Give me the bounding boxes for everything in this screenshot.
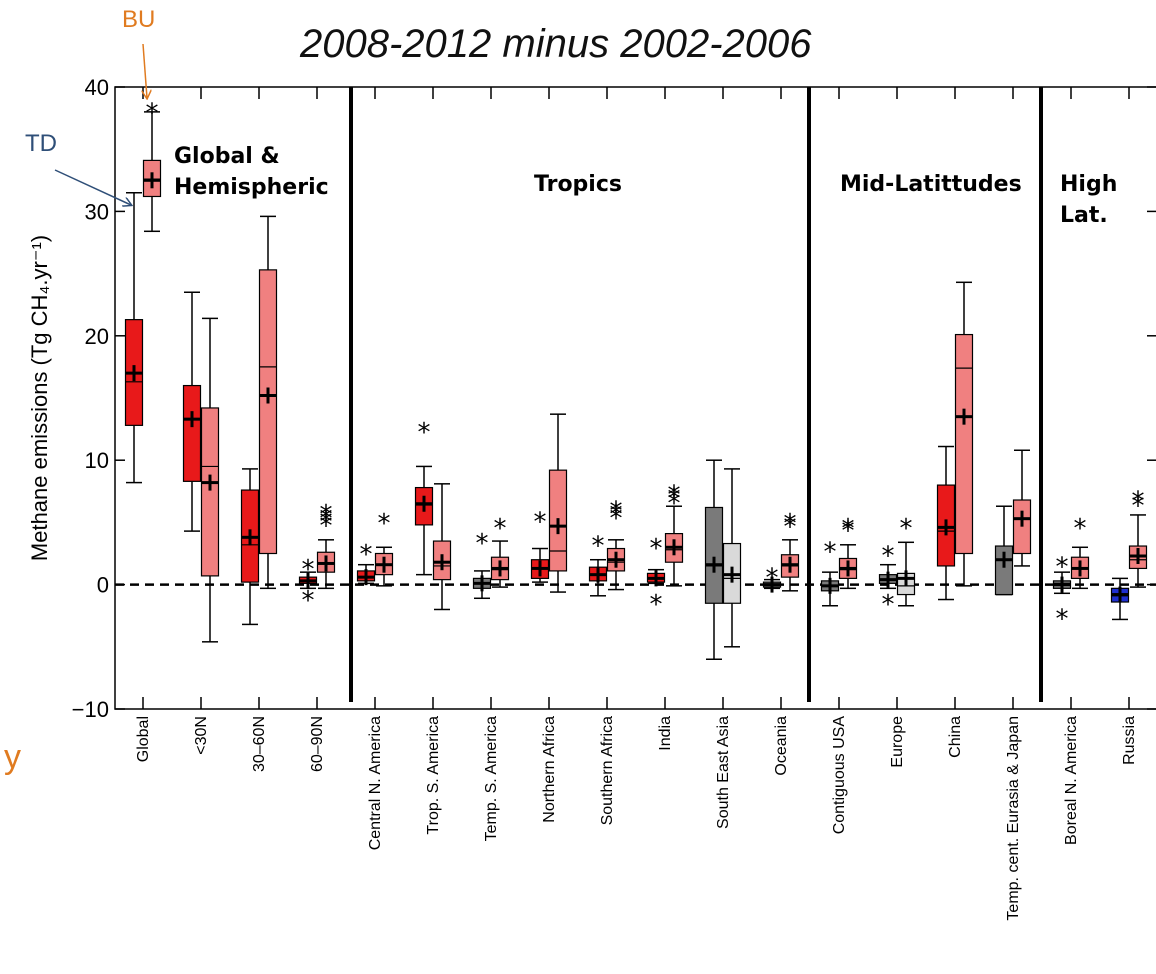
outlier-BU-9-1: * <box>668 484 681 514</box>
stray-character: y <box>4 738 21 776</box>
outlier-TD-4-0: * <box>360 540 373 570</box>
outlier-BU-8-1: * <box>610 500 623 530</box>
region-label-tropics-line1: Tropics <box>534 172 622 197</box>
box-BU-1 <box>200 407 220 577</box>
y-tick-label-3: 20 <box>85 324 109 349</box>
outlier-BU-8-2: * <box>610 496 623 526</box>
outlier-BU-9-2: * <box>668 480 681 510</box>
x-tick-label-1: <30N <box>193 716 210 755</box>
region-label-high-line1: High <box>1060 172 1118 197</box>
region-label-global-line2: Hemispheric <box>174 175 329 200</box>
x-tick-label-10: South East Asia <box>715 716 732 829</box>
bu-annotation: BU <box>122 6 156 33</box>
outlier-TD-16-0: * <box>1056 552 1069 582</box>
x-tick-label-16: Boreal N. America <box>1063 716 1080 845</box>
outlier-BU-4-0: * <box>378 509 391 539</box>
x-tick-label-17: Russia <box>1121 716 1138 765</box>
y-tick-label-5: 40 <box>85 75 109 100</box>
region-label-global: Global & Hemispheric <box>174 141 329 203</box>
x-tick-label-14: China <box>947 716 964 758</box>
x-tick-label-6: Temp. S. America <box>483 716 500 841</box>
y-tick-label-4: 30 <box>85 199 109 224</box>
outlier-TD-13-1: * <box>882 590 895 620</box>
plot-layer: −10 0 10 20 30 40 Global <30N 30–60N 60–90N Centra… <box>72 75 1156 921</box>
box-TD-10 <box>704 506 724 604</box>
region-label-tropics: Tropics <box>534 169 622 200</box>
box-BU-15 <box>1012 499 1032 555</box>
region-label-high-line2: Lat. <box>1060 203 1108 228</box>
outlier-TD-3-0: * <box>302 586 315 616</box>
x-tick-label-11: Oceania <box>773 716 790 776</box>
outlier-BU-12-0: * <box>842 516 855 546</box>
box-TD-1 <box>182 384 202 482</box>
outlier-BU-16-0: * <box>1074 514 1087 544</box>
outlier-TD-5-0: * <box>418 418 431 448</box>
outlier-TD-6-0: * <box>476 529 489 559</box>
region-label-mid-latitudes: Mid-Latittudes <box>840 169 1022 200</box>
outlier-TD-9-0: * <box>650 590 663 620</box>
td-arrow <box>54 169 131 205</box>
outlier-BU-17-1: * <box>1132 487 1145 517</box>
outlier-BU-3-0: * <box>320 511 333 541</box>
outlier-TD-7-0: * <box>534 508 547 538</box>
outlier-TD-13-0: * <box>882 541 895 571</box>
outlier-BU-3-2: * <box>320 504 333 534</box>
y-tick-label-1: 0 <box>97 573 109 598</box>
outlier-BU-3-1: * <box>320 508 333 538</box>
outlier-BU-12-1: * <box>842 514 855 544</box>
region-label-high-latitudes: High Lat. <box>1060 169 1117 231</box>
box-TD-15 <box>994 545 1014 596</box>
outlier-TD-3-1: * <box>302 555 315 585</box>
y-axis-label: Methane emissions (Tg CH₄.yr⁻¹) <box>27 235 52 561</box>
x-tick-label-12: Contiguous USA <box>831 716 848 835</box>
td-annotation: TD <box>25 130 57 157</box>
x-tick-label-5: Trop. S. America <box>425 716 442 835</box>
x-tick-label-7: Northern Africa <box>541 716 558 823</box>
x-tick-label-4: Central N. America <box>367 716 384 850</box>
y-tick-label-0: −10 <box>72 697 109 722</box>
x-tick-label-15: Temp. cent. Eurasia & Japan <box>1005 716 1022 921</box>
outlier-BU-3-3: * <box>320 500 333 530</box>
box-BU-14 <box>954 333 974 555</box>
outlier-TD-12-0: * <box>824 538 837 568</box>
outlier-BU-9-0: * <box>668 489 681 519</box>
region-label-global-line1: Global & <box>174 144 280 169</box>
bu-arrow <box>143 43 147 98</box>
x-tick-label-9: India <box>657 716 674 751</box>
region-label-mid-line1: Mid-Latittudes <box>840 172 1022 197</box>
outlier-TD-11-0: * <box>766 564 779 594</box>
outlier-BU-6-0: * <box>494 514 507 544</box>
outlier-BU-11-1: * <box>784 509 797 539</box>
outlier-BU-11-0: * <box>784 513 797 543</box>
outlier-TD-16-1: * <box>1056 605 1069 635</box>
x-tick-label-0: Global <box>135 716 152 762</box>
outlier-BU-0-0: * <box>146 98 159 128</box>
outlier-BU-8-0: * <box>610 504 623 534</box>
x-tick-label-2: 30–60N <box>251 716 268 772</box>
chart-title: 2008-2012 minus 2002-2006 <box>300 22 812 66</box>
y-tick-label-2: 10 <box>85 448 109 473</box>
outlier-TD-9-1: * <box>650 534 663 564</box>
outlier-BU-13-0: * <box>900 514 913 544</box>
plot-area-frame <box>114 86 1156 710</box>
x-tick-label-13: Europe <box>889 716 906 768</box>
x-tick-label-3: 60–90N <box>309 716 326 772</box>
x-tick-label-8: Southern Africa <box>599 716 616 826</box>
box-BU-2 <box>258 269 278 555</box>
outlier-BU-17-0: * <box>1132 491 1145 521</box>
outlier-TD-8-0: * <box>592 531 605 561</box>
